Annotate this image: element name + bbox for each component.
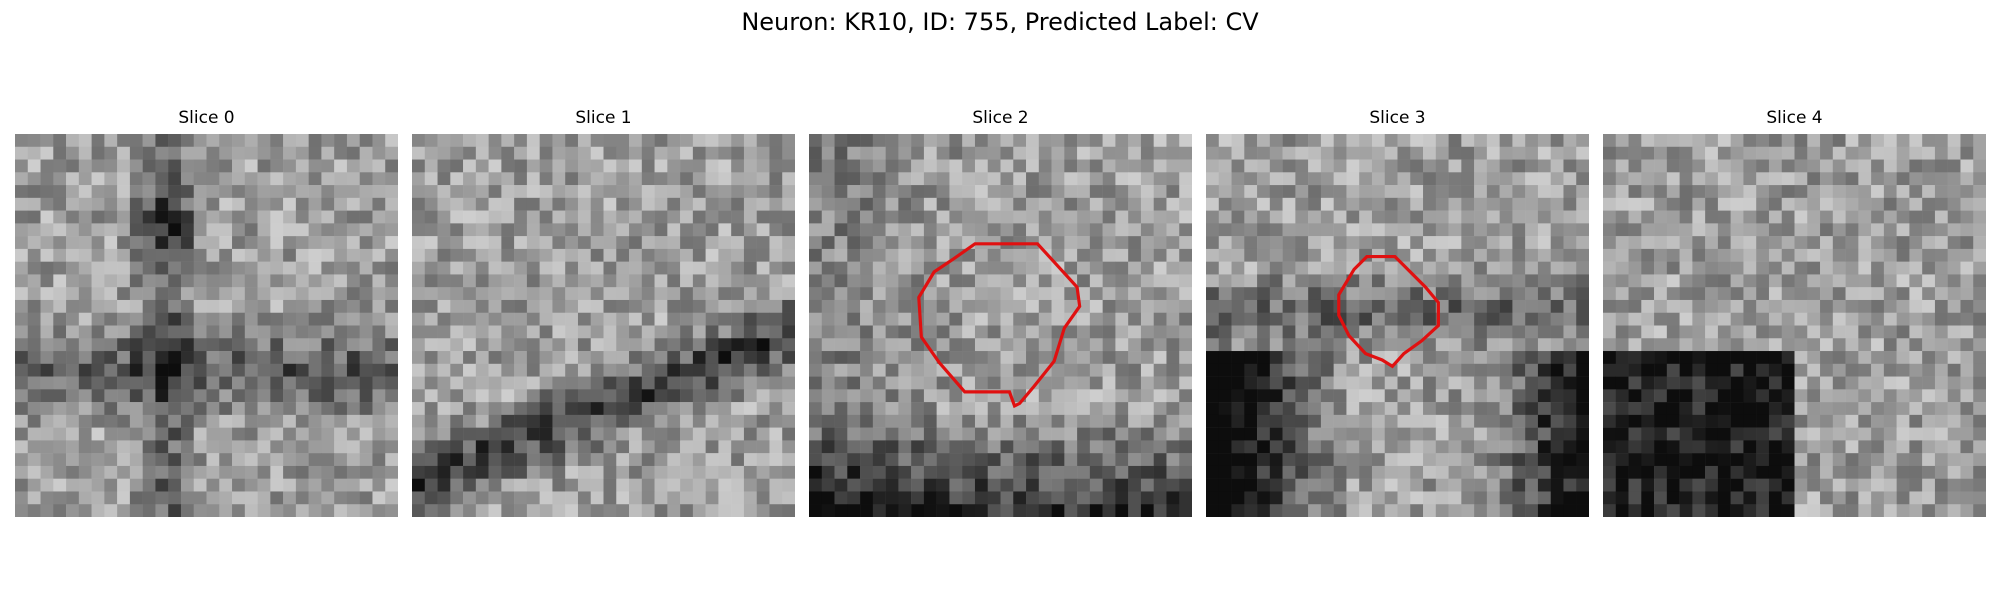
slice-panel-2: Slice 2 [809,106,1192,518]
slice-title: Slice 3 [1369,108,1426,128]
slice-image [1603,134,1986,517]
slice-panel-4: Slice 4 [1603,106,1986,518]
figure-title: Neuron: KR10, ID: 755, Predicted Label: … [741,8,1259,36]
pixel-texture [1206,134,1589,517]
pixel-texture [412,134,795,517]
cell-contour [1337,254,1440,369]
slice-title: Slice 2 [972,108,1029,128]
slice-image [15,134,398,517]
pixel-texture [809,134,1192,517]
slice-image [412,134,795,517]
slice-image [1206,134,1589,517]
slice-title: Slice 1 [575,108,632,128]
pixel-texture [1603,134,1986,517]
cell-contour [917,242,1082,409]
pixel-texture [15,134,398,517]
slice-title: Slice 0 [178,108,235,128]
slice-panel-0: Slice 0 [15,106,398,518]
slice-image [809,134,1192,517]
slice-panel-1: Slice 1 [412,106,795,518]
slice-title: Slice 4 [1766,108,1823,128]
slice-panel-3: Slice 3 [1206,106,1589,518]
